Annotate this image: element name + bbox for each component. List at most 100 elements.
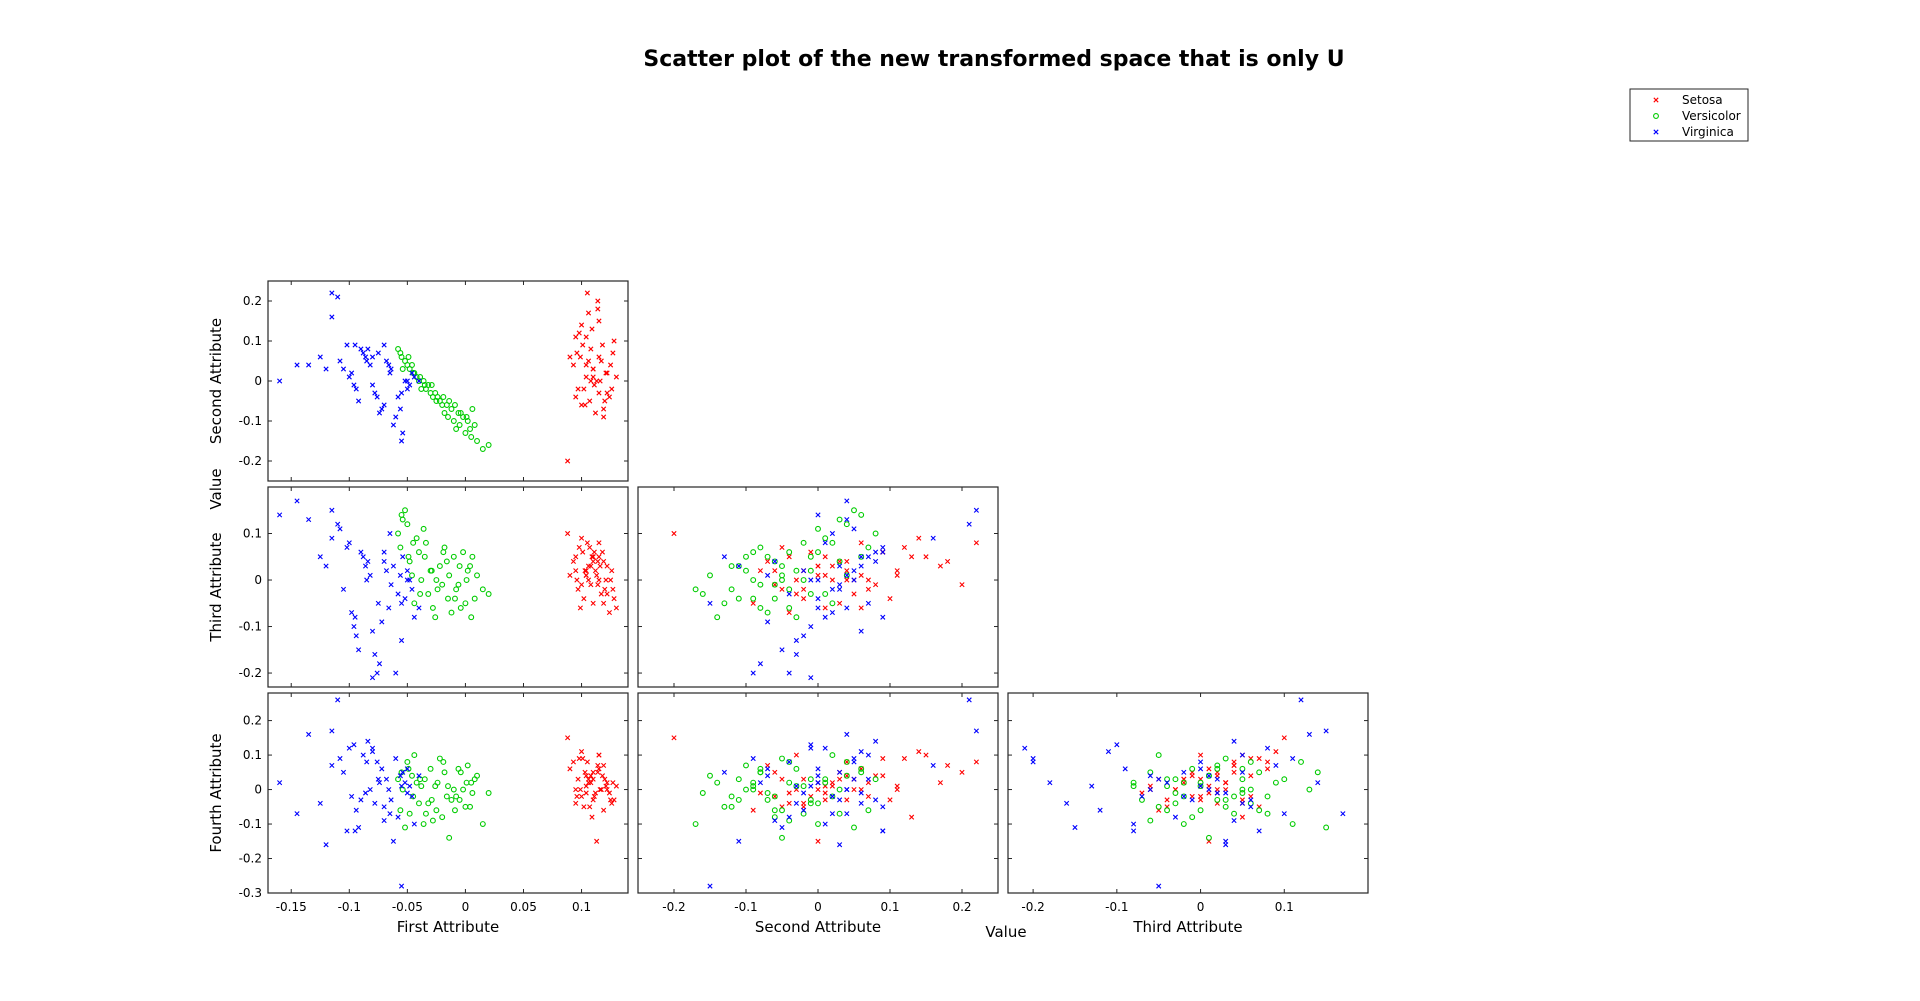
point-virginica xyxy=(793,651,799,658)
point-setosa xyxy=(750,807,756,813)
point-versicolor xyxy=(1247,759,1254,765)
point-setosa xyxy=(822,572,828,578)
point-virginica xyxy=(1231,738,1237,744)
point-virginica xyxy=(372,390,378,396)
point-virginica xyxy=(822,614,828,620)
point-virginica xyxy=(880,828,886,834)
point-setosa xyxy=(611,596,617,602)
point-virginica xyxy=(1097,807,1103,813)
point-setosa xyxy=(583,568,589,574)
point-versicolor xyxy=(836,558,843,565)
point-virginica xyxy=(351,382,357,388)
point-virginica xyxy=(844,811,850,817)
point-virginica xyxy=(346,745,352,751)
point-virginica xyxy=(294,362,300,368)
point-virginica xyxy=(294,498,300,504)
point-setosa xyxy=(606,609,613,616)
point-versicolor xyxy=(434,779,441,786)
point-versicolor xyxy=(1197,807,1204,814)
point-setosa xyxy=(595,762,601,769)
point-virginica xyxy=(858,800,864,806)
point-versicolor xyxy=(1180,779,1187,786)
point-versicolor xyxy=(836,810,843,817)
point-versicolor xyxy=(822,776,829,783)
point-virginica xyxy=(375,776,381,782)
point-versicolor xyxy=(405,354,412,360)
point-virginica xyxy=(388,582,394,588)
point-virginica xyxy=(765,766,771,772)
point-setosa xyxy=(901,755,907,762)
point-versicolor xyxy=(471,595,478,602)
point-virginica xyxy=(844,498,850,504)
point-versicolor xyxy=(469,406,476,412)
point-setosa xyxy=(1264,759,1271,765)
point-setosa xyxy=(596,766,602,772)
point-virginica xyxy=(306,731,312,737)
point-virginica xyxy=(815,577,821,583)
point-versicolor xyxy=(413,535,420,542)
point-virginica xyxy=(837,797,843,803)
point-setosa xyxy=(1273,749,1279,755)
x-tick-label: -0.1 xyxy=(734,900,757,914)
point-setosa xyxy=(604,786,610,793)
point-virginica xyxy=(376,410,383,416)
point-setosa xyxy=(808,549,814,555)
panel-first-attribute-vs-third-attribute: -0.2 -0.1 0 0.1 xyxy=(239,486,629,688)
point-versicolor xyxy=(469,553,476,560)
point-versicolor xyxy=(836,786,843,793)
point-versicolor xyxy=(468,434,475,440)
point-setosa xyxy=(580,342,586,348)
point-versicolor xyxy=(771,581,778,588)
point-virginica xyxy=(277,780,283,786)
legend-marker-setosa xyxy=(1653,97,1659,103)
point-versicolor xyxy=(843,772,850,779)
point-versicolor xyxy=(413,779,420,786)
point-setosa xyxy=(565,735,571,741)
point-versicolor xyxy=(807,776,814,783)
point-versicolor xyxy=(410,539,417,546)
point-versicolor xyxy=(452,402,458,408)
point-versicolor xyxy=(707,772,713,779)
point-setosa xyxy=(597,786,603,793)
point-versicolor xyxy=(757,604,764,611)
point-setosa xyxy=(602,586,608,592)
point-setosa xyxy=(598,358,604,364)
point-versicolor xyxy=(462,600,469,607)
point-setosa xyxy=(578,793,585,800)
point-versicolor xyxy=(779,834,785,841)
point-setosa xyxy=(1264,766,1271,772)
point-setosa xyxy=(596,390,602,396)
point-virginica xyxy=(404,378,410,384)
point-virginica xyxy=(815,512,821,518)
point-virginica xyxy=(317,800,323,806)
point-setosa xyxy=(583,572,589,578)
point-setosa xyxy=(583,334,589,340)
point-virginica xyxy=(340,769,347,775)
point-setosa xyxy=(786,609,792,616)
point-virginica xyxy=(858,749,864,755)
point-versicolor xyxy=(743,567,749,574)
point-virginica xyxy=(411,614,417,620)
point-virginica xyxy=(340,366,347,372)
point-virginica xyxy=(398,390,405,396)
point-setosa xyxy=(570,558,577,565)
point-versicolor xyxy=(1239,776,1246,783)
point-virginica xyxy=(349,609,355,616)
point-virginica xyxy=(393,755,399,762)
point-versicolor xyxy=(771,595,778,602)
y-tick-label: -0.2 xyxy=(239,454,262,468)
point-versicolor xyxy=(793,614,800,621)
point-versicolor xyxy=(427,765,434,772)
x-tick-label: -0.1 xyxy=(338,900,361,914)
point-setosa xyxy=(592,410,599,416)
point-virginica xyxy=(808,675,814,681)
point-virginica xyxy=(1130,821,1137,827)
point-virginica xyxy=(344,342,350,348)
point-versicolor xyxy=(872,776,879,783)
point-virginica xyxy=(367,786,373,793)
point-virginica xyxy=(369,745,376,751)
point-versicolor xyxy=(735,563,742,570)
point-virginica xyxy=(786,814,792,820)
point-virginica xyxy=(801,633,807,639)
point-virginica xyxy=(376,661,383,667)
